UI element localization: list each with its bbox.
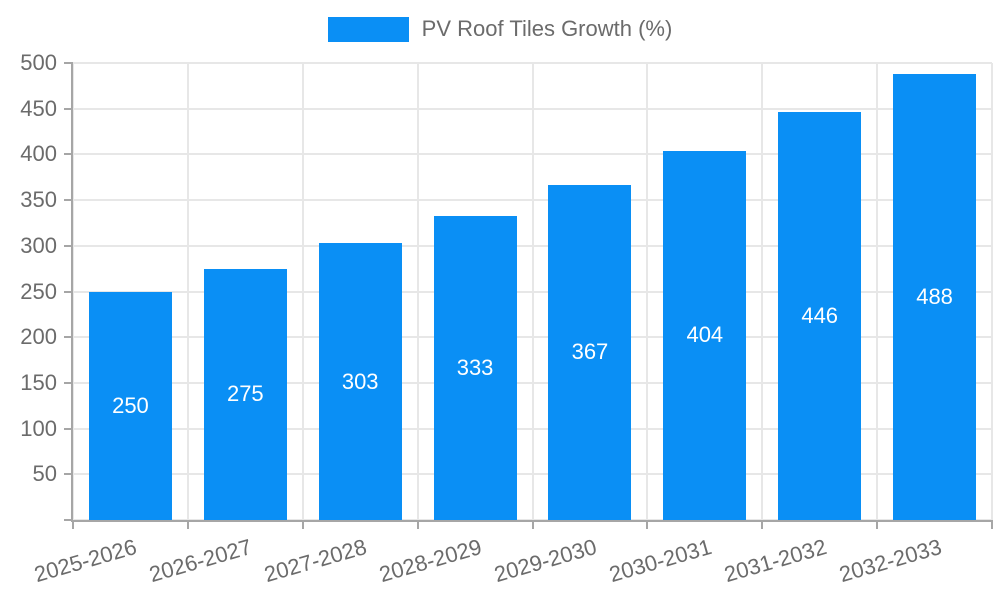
bar[interactable]: 333 [433,215,517,520]
y-tick [64,199,73,202]
v-gridline [761,63,764,520]
x-tick [646,520,649,529]
y-tick [64,381,73,384]
bar[interactable]: 250 [88,291,172,520]
y-tick [64,62,73,64]
v-gridline [416,63,419,520]
y-tick-label: 200 [20,324,57,350]
bar[interactable]: 488 [893,73,977,520]
y-tick [64,427,73,430]
x-tick [186,520,189,529]
y-tick-label: 300 [20,232,57,258]
v-gridline [72,63,74,520]
legend-item[interactable]: PV Roof Tiles Growth (%) [0,16,1000,42]
bar-value-label: 250 [112,392,149,418]
legend-swatch-icon [327,16,409,42]
y-tick-label: 450 [20,95,57,121]
x-tick [531,520,534,529]
v-gridline [876,63,879,520]
bar-value-label: 446 [801,303,839,329]
v-gridline [991,63,993,520]
legend-label: PV Roof Tiles Growth (%) [421,16,673,41]
y-tick [64,519,73,521]
bar-value-label: 404 [686,322,724,348]
x-tick [72,520,74,529]
v-gridline [301,63,304,520]
x-tick [761,520,764,529]
bar[interactable]: 367 [548,184,632,520]
bar[interactable]: 275 [203,268,287,520]
v-gridline [531,63,534,520]
y-tick-label: 350 [20,187,57,213]
y-tick-label: 100 [20,415,57,441]
bar-value-label: 367 [571,339,609,365]
y-tick [64,153,73,156]
x-tick [991,520,993,529]
y-axis-line [71,63,73,522]
v-gridline [186,63,189,520]
y-tick [64,244,73,247]
y-tick [64,290,73,293]
y-tick-label: 250 [20,278,57,304]
y-tick [64,473,73,476]
y-tick [64,107,73,110]
bar-value-label: 333 [456,354,494,380]
x-tick [301,520,304,529]
bar-value-label: 488 [916,283,953,309]
bar[interactable]: 404 [663,150,747,520]
y-tick-label: 50 [32,461,57,487]
bar[interactable]: 446 [778,112,862,520]
y-tick [64,336,73,339]
y-tick-label: 400 [20,141,57,167]
bar[interactable]: 303 [318,243,402,520]
x-axis-line [71,520,992,522]
v-gridline [646,63,649,520]
bar-value-label: 303 [341,368,379,394]
x-tick [416,520,419,529]
y-tick-label: 500 [20,50,57,75]
y-tick-label: 150 [20,369,57,395]
bar-value-label: 275 [226,381,264,407]
x-tick [876,520,879,529]
